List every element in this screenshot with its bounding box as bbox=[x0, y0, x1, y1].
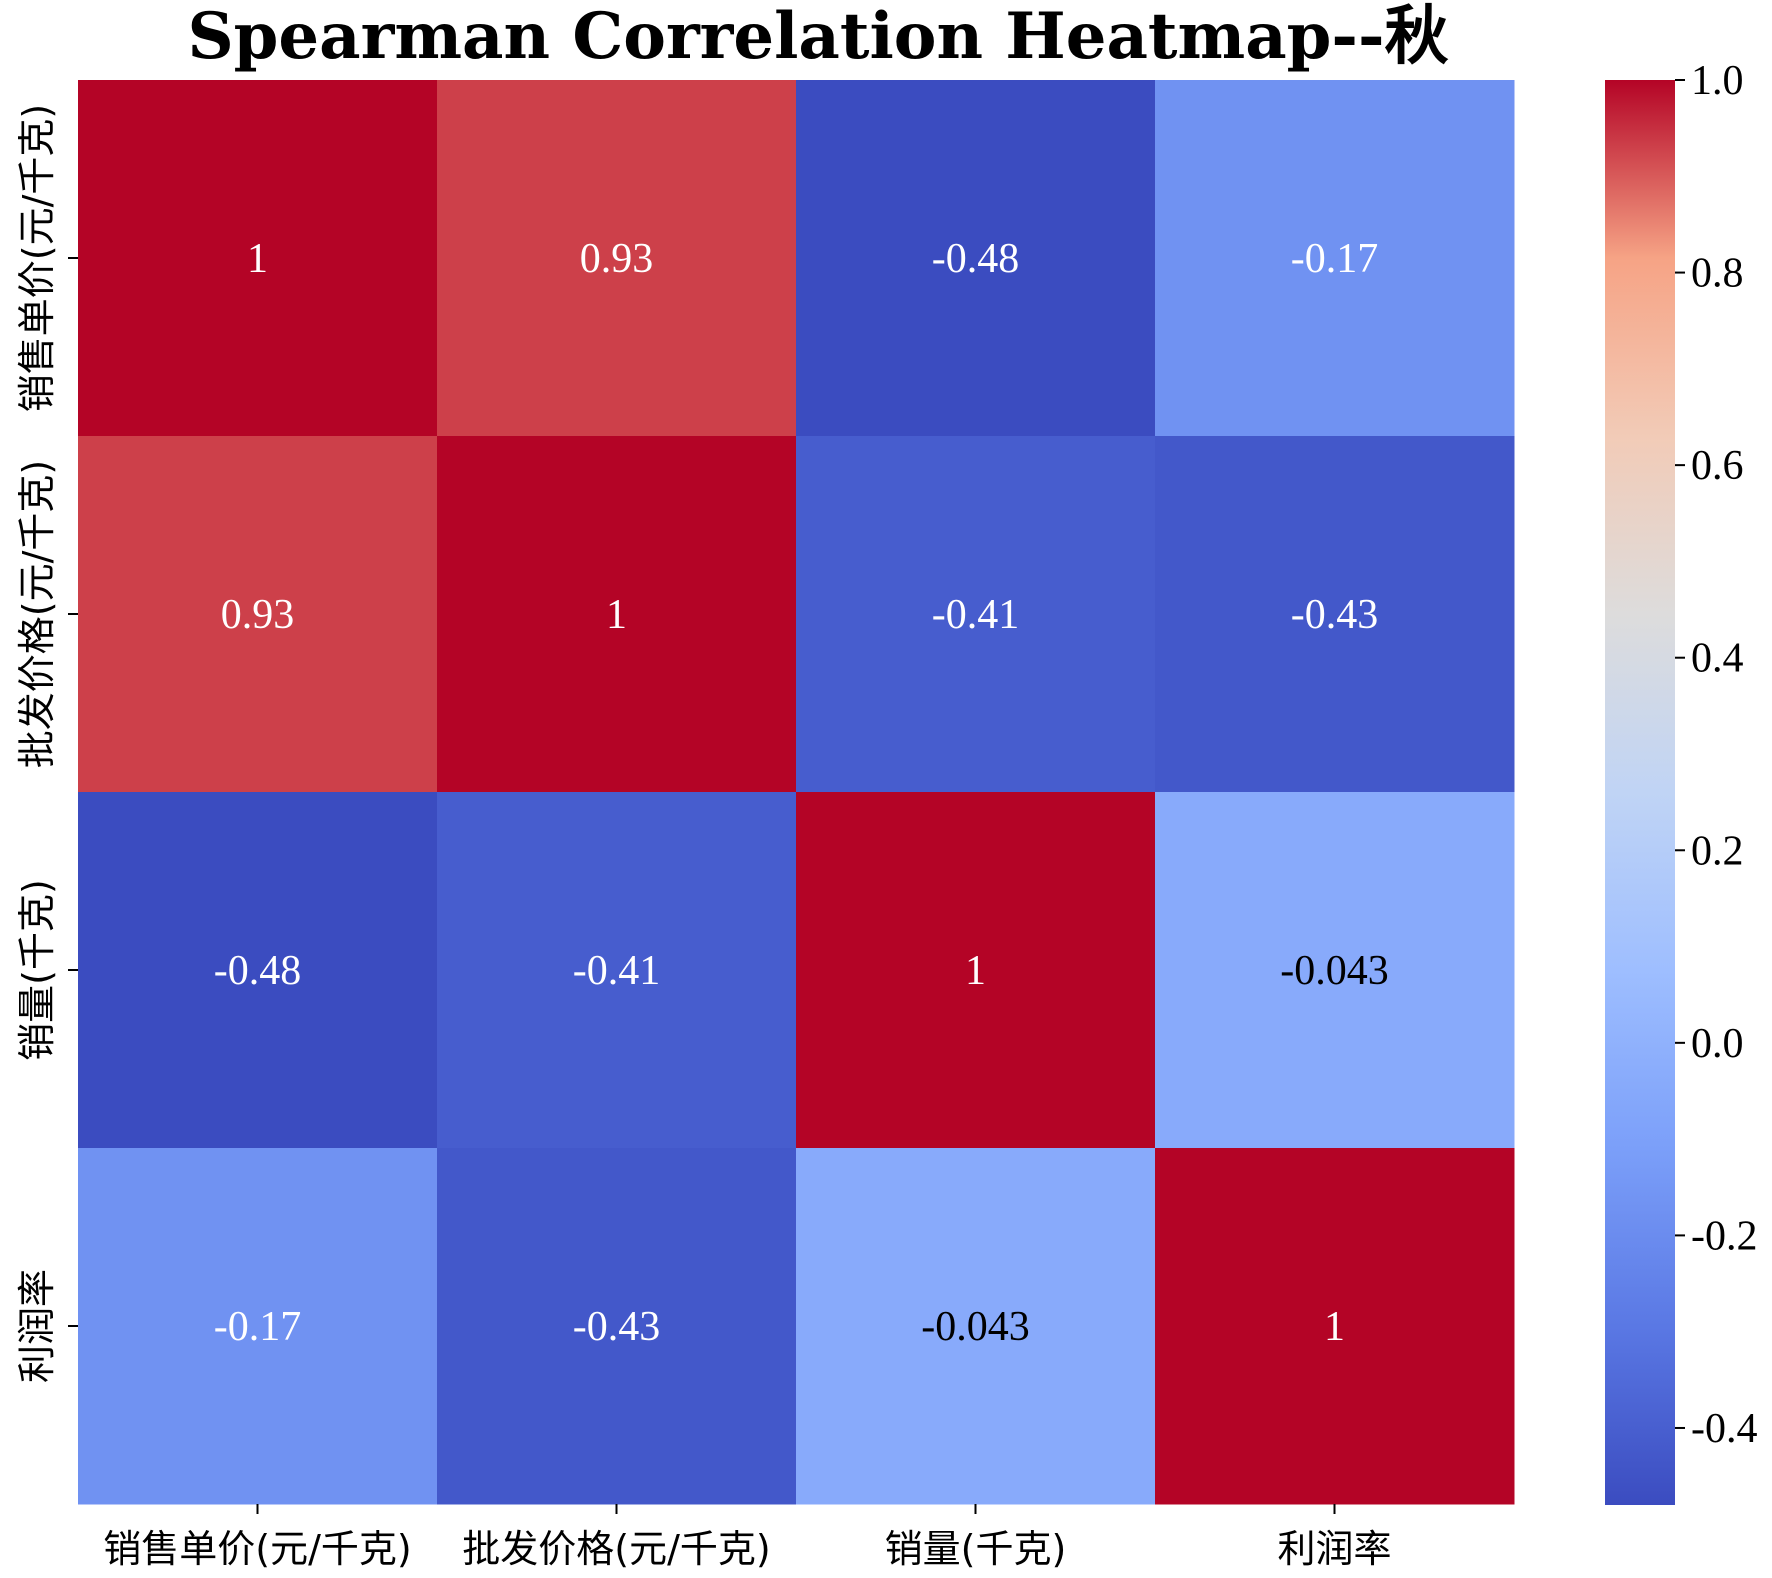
heatmap-cell-r2-c0 bbox=[78, 792, 438, 1149]
heatmap-cell-label: -0.43 bbox=[573, 1304, 661, 1350]
colorbar-tick-label: 0.8 bbox=[1691, 251, 1744, 297]
heatmap-cell-label: 1 bbox=[606, 592, 627, 638]
colorbar-tick-label: 0.2 bbox=[1691, 828, 1744, 874]
colorbar-tick-label: 0.6 bbox=[1691, 443, 1744, 489]
heatmap-cell-r2-c1 bbox=[437, 792, 797, 1149]
colorbar bbox=[1605, 80, 1675, 1505]
heatmap-cell-r3-c2 bbox=[796, 1148, 1156, 1505]
y-tick-label: 批发价格(元/千克) bbox=[15, 460, 59, 768]
heatmap-cell-r0-c1 bbox=[437, 80, 797, 437]
heatmap-cell-r3-c0 bbox=[78, 1148, 438, 1505]
heatmap-cell-r0-c2 bbox=[796, 80, 1156, 437]
heatmap-cell-r1-c1 bbox=[437, 436, 797, 793]
colorbar-tick-label: 1.0 bbox=[1691, 58, 1744, 104]
heatmap-cell-r1-c0 bbox=[78, 436, 438, 793]
heatmap-cell-label: 1 bbox=[965, 948, 986, 994]
x-tick-label: 利润率 bbox=[1277, 1527, 1391, 1571]
heatmap-cell-label: -0.48 bbox=[932, 236, 1020, 282]
heatmap-cell-r2-c2 bbox=[796, 792, 1156, 1149]
heatmap-cell-r3-c3 bbox=[1155, 1148, 1515, 1505]
colorbar-tick-label: -0.4 bbox=[1691, 1406, 1758, 1452]
y-tick-label: 利润率 bbox=[15, 1269, 59, 1383]
heatmap-cell-label: -0.17 bbox=[214, 1304, 302, 1350]
x-tick-label: 销量(千克) bbox=[885, 1527, 1067, 1571]
heatmap-cell-label: -0.17 bbox=[1291, 236, 1379, 282]
heatmap-cell-label: -0.043 bbox=[1280, 948, 1389, 994]
x-tick-label: 销售单价(元/千克) bbox=[103, 1527, 411, 1571]
x-tick-label: 批发价格(元/千克) bbox=[462, 1527, 770, 1571]
heatmap-cell-label: -0.48 bbox=[214, 948, 302, 994]
heatmap-cell-r1-c2 bbox=[796, 436, 1156, 793]
heatmap-cell-r0-c0 bbox=[78, 80, 438, 437]
y-tick-label: 销量(千克) bbox=[15, 879, 59, 1061]
heatmap-cell-label: 0.93 bbox=[221, 592, 295, 638]
chart-title: Spearman Correlation Heatmap--秋 bbox=[187, 0, 1448, 74]
colorbar-tick-label: -0.2 bbox=[1691, 1213, 1758, 1259]
colorbar-tick-label: 0.0 bbox=[1691, 1021, 1744, 1067]
heatmap-cell-label: -0.43 bbox=[1291, 592, 1379, 638]
heatmap-cell-label: 1 bbox=[247, 236, 268, 282]
heatmap-cell-label: -0.41 bbox=[573, 948, 661, 994]
heatmap-cell-r2-c3 bbox=[1155, 792, 1515, 1149]
y-tick-label: 销售单价(元/千克) bbox=[15, 104, 59, 412]
heatmap-cell-label: -0.043 bbox=[921, 1304, 1030, 1350]
heatmap-cell-label: -0.41 bbox=[932, 592, 1020, 638]
heatmap-cell-r0-c3 bbox=[1155, 80, 1515, 437]
heatmap-cell-label: 1 bbox=[1324, 1304, 1345, 1350]
heatmap-cell-r3-c1 bbox=[437, 1148, 797, 1505]
colorbar-tick-label: 0.4 bbox=[1691, 636, 1744, 682]
heatmap-cell-r1-c3 bbox=[1155, 436, 1515, 793]
heatmap-cell-label: 0.93 bbox=[580, 236, 654, 282]
